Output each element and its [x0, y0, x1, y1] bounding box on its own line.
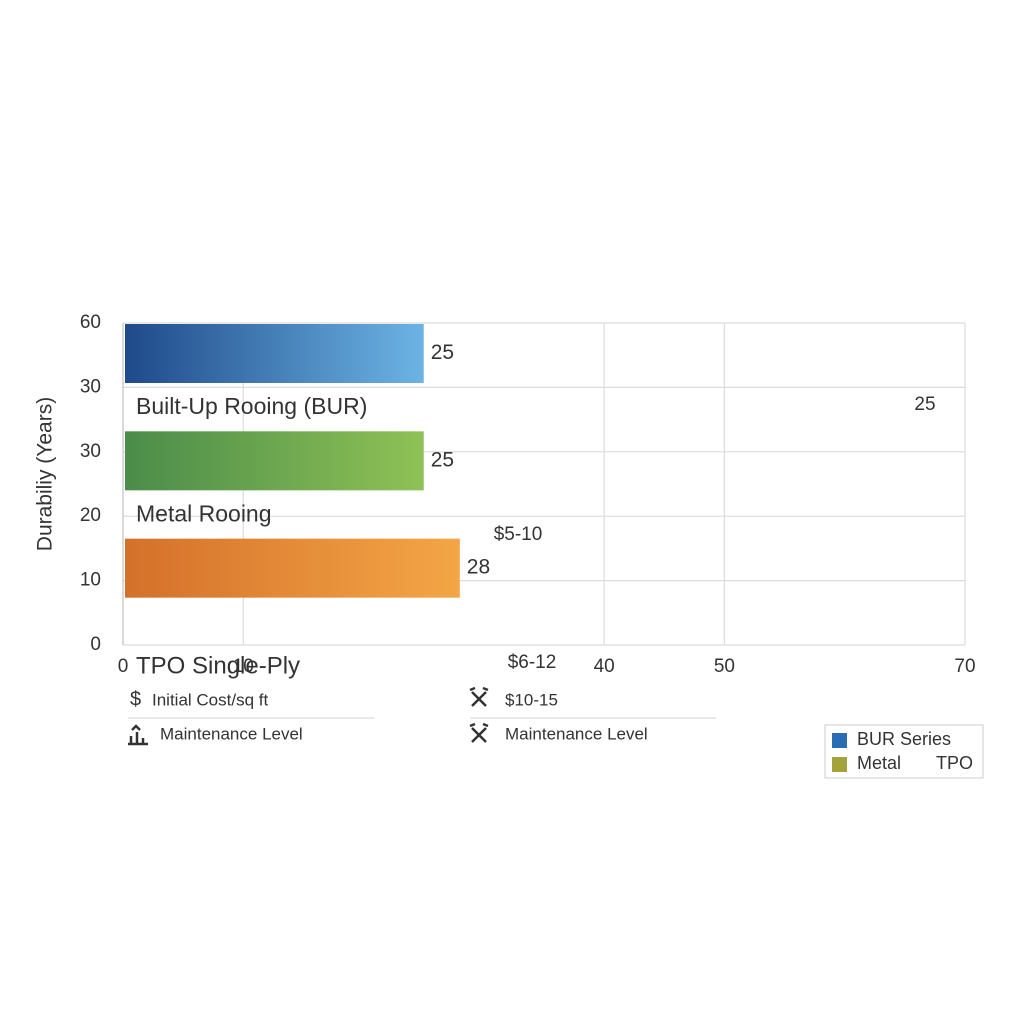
- level-icon: [128, 724, 148, 746]
- info-text: Initial Cost/sq ft: [152, 690, 268, 709]
- tools-icon: [469, 722, 489, 743]
- y-tick-label: 20: [80, 505, 101, 526]
- x-tick-label: 70: [954, 656, 975, 677]
- bar: [125, 431, 424, 491]
- legend-swatch: [832, 757, 847, 772]
- x-tick-label: 50: [714, 656, 735, 677]
- legend-box: [824, 724, 984, 779]
- info-icons: [128, 686, 489, 746]
- x-tick-label: 10: [233, 656, 254, 677]
- y-tick-label: 30: [80, 441, 101, 462]
- category-label: Built-Up Rooing (BUR): [136, 393, 367, 419]
- y-axis-title: Durabiliy (Years): [34, 397, 57, 551]
- annotation: 25: [914, 394, 935, 415]
- legend-label: BUR Series: [857, 729, 951, 749]
- y-tick-label: 60: [80, 312, 101, 333]
- y-tick-label: 0: [90, 634, 101, 655]
- tools-icon: [469, 686, 489, 707]
- category-label: TPO Single-Ply: [136, 652, 300, 679]
- bar: [125, 324, 424, 383]
- info-text: $10-15: [505, 690, 558, 709]
- data-label: 25: [431, 448, 454, 471]
- x-tick-label: 40: [594, 656, 615, 677]
- annotation: $5-10: [494, 524, 543, 545]
- annotation: $6-12: [508, 652, 557, 673]
- legend-label: Metal: [857, 753, 901, 773]
- y-tick-label: 30: [80, 376, 101, 397]
- info-text: $: [130, 688, 141, 710]
- data-label: 25: [431, 341, 454, 364]
- legend-swatch: [832, 733, 847, 748]
- bar: [125, 538, 460, 598]
- info-text: Maintenance Level: [505, 724, 648, 743]
- info-text: Maintenance Level: [160, 724, 303, 743]
- category-label: Metal Rooing: [136, 500, 272, 526]
- y-tick-label: 10: [80, 570, 101, 591]
- x-tick-label: 0: [118, 656, 129, 677]
- data-label: 28: [467, 556, 490, 579]
- legend-label: TPO: [936, 753, 973, 773]
